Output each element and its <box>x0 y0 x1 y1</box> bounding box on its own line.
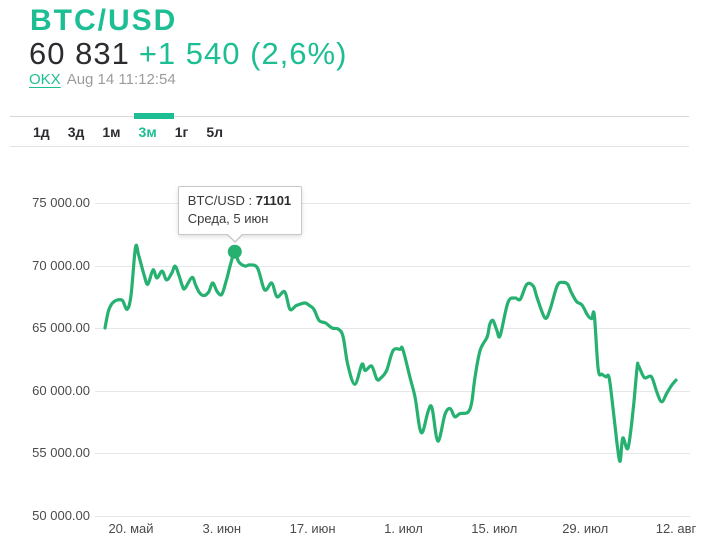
y-axis-label: 55 000.00 <box>32 445 90 460</box>
timestamp: Aug 14 11:12:54 <box>66 71 176 88</box>
price-change: +1 540 (2,6%) <box>138 36 348 71</box>
x-axis-label: 15. июл <box>471 521 518 536</box>
price-row: 60 831 +1 540 (2,6%) <box>29 37 347 71</box>
source-link[interactable]: OKX <box>29 71 61 88</box>
range-tabs: 1д 3д 1м 3м 1г 5л <box>10 113 689 147</box>
source-row: OKX Aug 14 11:12:54 <box>29 71 176 88</box>
tooltip-title-line: BTC/USD : 71101 <box>188 192 291 210</box>
tab-3d[interactable]: 3д <box>67 123 85 140</box>
gridline <box>95 390 690 392</box>
x-axis-label: 1. июл <box>384 521 423 536</box>
tab-1y[interactable]: 1г <box>174 123 189 140</box>
gridline <box>95 203 690 204</box>
tooltip-value: 71101 <box>255 192 292 208</box>
x-axis-label: 3. июн <box>202 521 242 536</box>
tooltip-date: Среда, 5 июн <box>187 210 269 226</box>
x-axis-label: 12. авг <box>655 521 697 536</box>
marker-dot <box>227 244 242 259</box>
gridline <box>95 515 690 517</box>
gridline <box>95 265 690 267</box>
y-axis-label: 60 000.00 <box>32 382 90 398</box>
x-axis-label: 17. июн <box>289 521 336 536</box>
tab-3m[interactable]: 3м <box>138 123 157 140</box>
y-axis-label: 75 000.00 <box>32 195 90 210</box>
price-line <box>103 243 678 463</box>
tab-1d[interactable]: 1д <box>33 123 50 140</box>
y-axis-label: 70 000.00 <box>32 257 90 273</box>
y-axis-label: 65 000.00 <box>32 320 90 335</box>
tab-5y[interactable]: 5л <box>206 123 223 140</box>
chart-tooltip: BTC/USD : 71101 Среда, 5 июн <box>177 185 303 243</box>
tooltip-pair-label: BTC/USD : <box>187 192 253 208</box>
y-axis-label: 50 000.00 <box>32 507 90 523</box>
gridline <box>95 328 690 329</box>
x-axis-label: 20. май <box>108 521 154 536</box>
gridline <box>95 453 690 454</box>
pair-title: BTC/USD <box>30 4 178 37</box>
x-axis-label: 29. июл <box>562 521 609 536</box>
current-price: 60 831 <box>29 36 130 71</box>
active-tab-indicator <box>134 113 174 119</box>
tab-1m[interactable]: 1м <box>102 123 121 140</box>
